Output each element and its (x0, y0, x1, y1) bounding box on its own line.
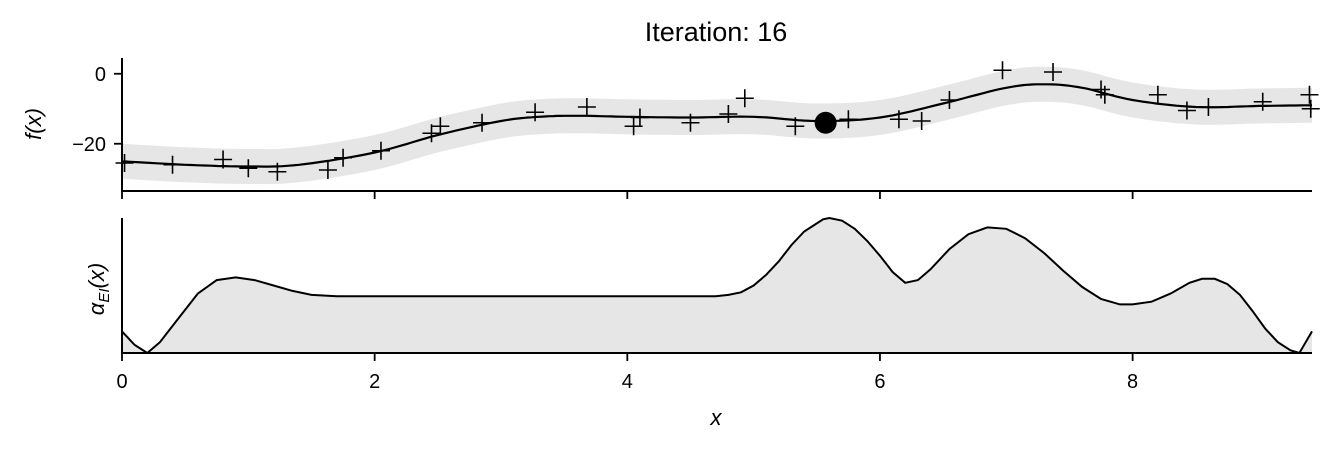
chart-title: Iteration: 16 (645, 17, 788, 47)
observation-marker (268, 162, 287, 181)
observation-marker (163, 155, 182, 174)
observation-marker (912, 112, 931, 130)
ylabel-base: α (84, 301, 109, 315)
observation-marker (1044, 63, 1063, 81)
observation-marker (526, 103, 545, 122)
observation-marker (993, 61, 1012, 80)
next-query-layer (814, 111, 837, 134)
observation-marker (577, 98, 596, 116)
top-y-tick-label: −20 (72, 134, 106, 156)
bottom-x-tick-label: 2 (369, 371, 380, 393)
observation-marker (1253, 92, 1272, 111)
observation-marker (735, 89, 754, 108)
observation-marker (1177, 101, 1196, 120)
bottom-panel: 0 2 4 6 8 αEI(x) x (84, 216, 1313, 430)
top-y-axis-label: f(x) (21, 108, 46, 140)
bottom-x-tick-label: 8 (1127, 371, 1138, 393)
uncertainty-band (122, 66, 1312, 185)
observation-marker (839, 110, 858, 129)
observation-marker (719, 105, 738, 123)
observation-marker (318, 161, 337, 179)
observation-marker (239, 159, 258, 178)
top-y-ticks: 0 −20 (72, 64, 122, 156)
observation-marker (431, 117, 450, 136)
acquisition-area-fill (122, 218, 1312, 353)
observation-marker (681, 113, 700, 132)
observation-marker (371, 141, 390, 160)
bottom-x-axis-label: x (710, 405, 723, 430)
ylabel-sub: EI (96, 288, 113, 302)
observations-layer (115, 61, 1320, 181)
observation-marker (1300, 85, 1319, 104)
observation-marker (115, 154, 134, 172)
observation-marker (334, 148, 353, 167)
acquisition-line (121, 216, 1313, 355)
observation-marker (1301, 99, 1320, 118)
top-panel: Iteration: 16 0 −20 f(x) (21, 17, 1320, 199)
observation-marker (889, 110, 908, 129)
top-y-tick-label: 0 (95, 64, 106, 86)
bottom-x-tick-label: 0 (116, 371, 127, 393)
observation-marker (630, 108, 649, 127)
bottom-x-tick-label: 4 (622, 371, 633, 393)
top-x-ticks (121, 191, 1134, 199)
next-query-point (814, 111, 837, 134)
bottom-x-tick-label: 6 (874, 371, 885, 393)
ylabel-rest: (x) (84, 263, 109, 289)
observation-marker (786, 117, 805, 136)
observation-marker (1199, 98, 1218, 116)
observation-marker (940, 91, 959, 109)
observation-marker (1095, 85, 1114, 104)
observation-marker (422, 124, 441, 143)
posterior-mean-line (121, 83, 1312, 168)
observation-marker (1148, 85, 1167, 104)
bottom-y-axis-label: αEI(x) (84, 263, 113, 315)
posterior-mean-layer (121, 83, 1312, 168)
uncertainty-band-layer (122, 66, 1312, 185)
bottom-x-ticks: 0 2 4 6 8 (116, 353, 1138, 393)
observation-marker (214, 150, 233, 169)
acquisition-area-layer (121, 216, 1313, 355)
observation-marker (473, 113, 492, 132)
